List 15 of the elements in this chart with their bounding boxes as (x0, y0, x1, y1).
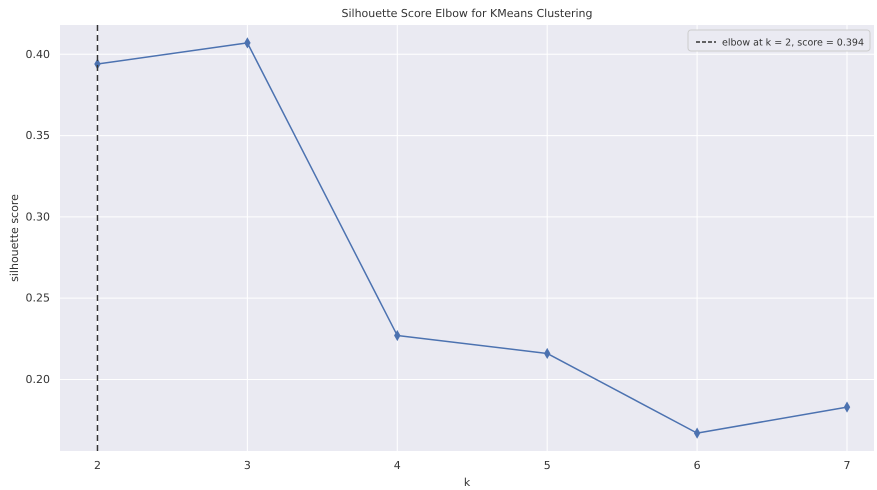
y-tick-label: 0.25 (26, 292, 50, 305)
x-tick-label: 6 (694, 458, 701, 472)
y-axis-title: silhouette score (8, 194, 21, 282)
y-tick-label: 0.40 (26, 48, 50, 61)
x-tick-label: 5 (544, 458, 551, 472)
y-tick-label: 0.35 (26, 129, 50, 142)
y-tick-label: 0.30 (26, 210, 50, 224)
x-tick-label: 3 (244, 458, 251, 472)
x-tick-label: 7 (844, 458, 851, 472)
x-tick-label: 4 (394, 458, 401, 472)
ref-line-label: elbow at k = 2, score = 0.394 (722, 38, 864, 48)
x-axis-title: k (464, 476, 471, 489)
chart-title: Silhouette Score Elbow for KMeans Clustering (341, 7, 593, 20)
y-tick-label: 0.20 (26, 372, 50, 386)
x-tick-label: 2 (94, 458, 101, 472)
